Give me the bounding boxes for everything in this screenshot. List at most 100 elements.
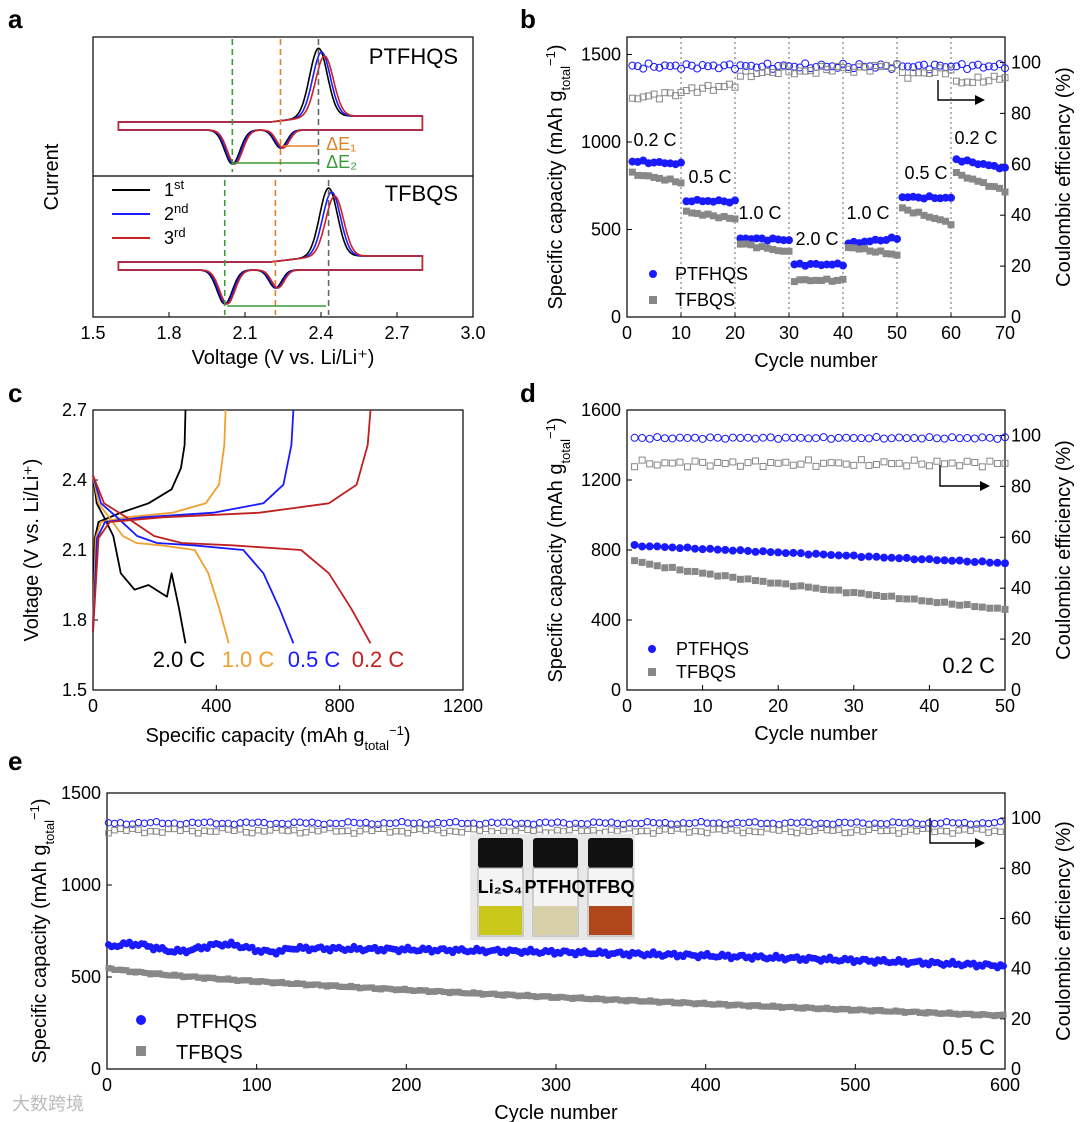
data-marker-open-square — [679, 825, 687, 833]
data-marker-open-square — [338, 827, 346, 835]
data-marker-circle — [932, 556, 941, 565]
data-marker-open-square — [458, 829, 465, 836]
data-marker-open-circle — [709, 819, 717, 827]
data-marker-open-circle — [559, 819, 568, 827]
x-tick-label: 10 — [671, 323, 691, 343]
data-marker-open-square — [751, 828, 759, 836]
y-tick-label: 1500 — [581, 45, 621, 65]
y-axis-title: Specific capacity (mAh gtotal−1) — [27, 798, 57, 1063]
data-marker-square — [925, 597, 933, 605]
data-marker-open-square — [812, 462, 820, 470]
data-marker-open-circle — [834, 433, 843, 442]
data-marker-open-square — [974, 73, 982, 81]
y-tick-label: 1600 — [581, 400, 621, 420]
data-marker-circle — [781, 549, 790, 558]
data-marker-open-square — [644, 827, 651, 835]
data-marker-open-square — [947, 66, 955, 74]
data-marker-open-circle — [152, 817, 161, 826]
data-marker-open-circle — [517, 819, 526, 828]
data-marker-open-square — [699, 458, 707, 466]
data-marker-open-circle — [595, 818, 604, 827]
data-marker-circle — [759, 547, 768, 556]
data-marker-open-square — [997, 828, 1004, 836]
data-marker-circle — [691, 544, 700, 553]
data-marker-open-square — [841, 829, 849, 837]
y2-tick-label: 80 — [1011, 103, 1031, 123]
data-marker-open-circle — [416, 819, 424, 827]
vial-label: Li₂S₄ — [478, 877, 523, 897]
data-marker-square — [1001, 188, 1009, 196]
x-tick-label: 20 — [725, 323, 745, 343]
data-marker-circle — [955, 556, 964, 565]
data-marker-open-circle — [529, 820, 538, 829]
data-marker-open-square — [933, 457, 941, 465]
data-marker-open-circle — [535, 818, 544, 827]
data-marker-open-square — [159, 829, 166, 836]
data-marker-circle — [839, 261, 847, 270]
data-marker-square — [634, 171, 642, 179]
data-marker-open-square — [207, 828, 214, 835]
data-marker-square — [699, 569, 707, 577]
data-marker-square — [650, 173, 658, 181]
data-marker-open-square — [380, 825, 388, 833]
data-marker-open-circle — [440, 819, 448, 827]
data-marker-square — [817, 277, 825, 285]
data-marker-open-circle — [260, 818, 268, 827]
data-marker-open-square — [697, 828, 705, 835]
data-marker-open-square — [344, 827, 352, 835]
data-marker-open-circle — [697, 817, 705, 826]
data-marker-open-square — [248, 829, 256, 837]
data-marker-square — [668, 563, 676, 571]
data-marker-square — [839, 275, 847, 283]
data-marker-square — [844, 244, 852, 252]
data-marker-open-square — [769, 826, 777, 833]
data-marker-open-circle — [661, 818, 669, 827]
y-axis-title: Specific capacity (mAh gtotal−1) — [543, 417, 573, 682]
data-marker-open-square — [153, 828, 160, 835]
data-marker-open-circle — [902, 434, 911, 443]
data-marker-open-circle — [158, 819, 167, 828]
data-marker-open-square — [302, 829, 310, 836]
data-marker-square — [744, 575, 752, 583]
data-marker-square — [882, 250, 890, 258]
data-marker-circle — [893, 234, 901, 243]
data-marker-open-square — [720, 83, 728, 91]
data-marker-open-square — [918, 460, 926, 468]
data-marker-open-square — [500, 827, 507, 834]
data-marker-circle — [993, 558, 1002, 567]
data-marker-open-circle — [751, 818, 759, 826]
data-marker-open-square — [979, 78, 987, 86]
data-marker-square — [877, 247, 885, 255]
data-marker-open-circle — [728, 433, 737, 442]
data-marker-open-square — [661, 89, 669, 97]
ce-axis-arrowhead — [975, 838, 985, 848]
data-marker-open-circle — [631, 819, 640, 828]
data-marker-square — [801, 276, 809, 284]
data-marker-open-square — [799, 827, 807, 834]
data-marker-open-circle — [698, 434, 707, 443]
data-marker-square — [963, 601, 971, 609]
data-marker-open-square — [861, 63, 869, 71]
data-marker-open-square — [639, 93, 647, 101]
data-marker-square — [653, 562, 661, 570]
y-tick-label: 1.8 — [62, 610, 87, 630]
data-marker-open-circle — [242, 818, 250, 826]
data-marker-open-circle — [866, 62, 874, 71]
data-marker-open-circle — [811, 820, 819, 828]
data-marker-open-circle — [793, 819, 801, 827]
data-marker-open-square — [655, 95, 663, 103]
data-marker-open-square — [1001, 459, 1009, 467]
data-marker-open-square — [745, 827, 753, 835]
data-marker-open-circle — [679, 819, 687, 827]
subplot-label: PTFHQS — [369, 44, 458, 69]
data-marker-square — [948, 600, 956, 608]
data-marker-open-square — [971, 459, 979, 467]
data-marker-open-circle — [704, 62, 712, 71]
data-marker-open-square — [506, 828, 513, 835]
data-marker-open-square — [857, 456, 865, 464]
data-marker-open-square — [871, 61, 879, 69]
data-marker-open-circle — [434, 818, 442, 827]
voltage-profile-1.0 C — [92, 475, 230, 644]
data-marker-square — [758, 243, 766, 251]
x-tick-label: 50 — [887, 323, 907, 343]
